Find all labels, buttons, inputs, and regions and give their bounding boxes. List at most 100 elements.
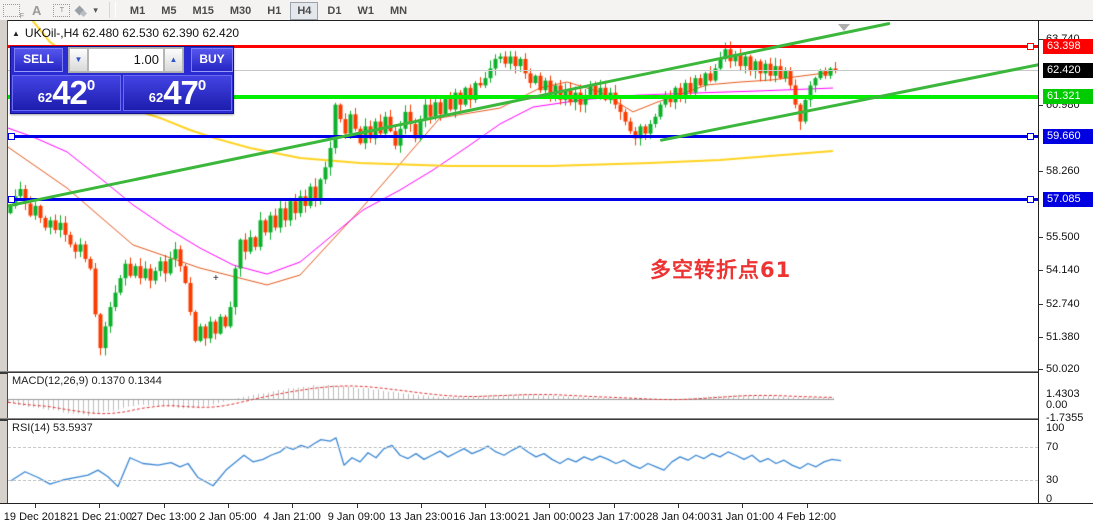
time-label: 16 Jan 13:00 [453, 511, 517, 523]
one-click-trading-panel: SELL ▼ 1.00 ▲ BUY 62 42 0 62 47 0 [10, 46, 234, 114]
rsi-level-70 [8, 447, 1038, 448]
ask-superscript: 0 [197, 77, 207, 94]
time-label: 13 Jan 23:00 [388, 511, 453, 523]
bid-superscript: 0 [86, 77, 96, 94]
volume-increase-button[interactable]: ▲ [163, 48, 183, 72]
macd-panel[interactable]: MACD(12,26,9) 0.1370 0.1344 [8, 373, 1038, 418]
crosshair-f-icon[interactable]: F [3, 1, 24, 20]
bid-prefix: 62 [37, 90, 53, 105]
rsi-axis-label: 0 [1046, 493, 1053, 505]
line-anchor-right[interactable] [1027, 43, 1034, 51]
volume-stepper: ▼ 1.00 ▲ [67, 47, 184, 73]
rsi-axis-label: 70 [1046, 441, 1059, 453]
price-badge-62.420: 62.420 [1043, 62, 1093, 78]
toolbar: F A T ▾ M1 M5 M15 M30 H1 H4 D1 W1 MN [0, 0, 1093, 21]
timeframe-button-m15[interactable]: M15 [192, 5, 214, 17]
time-label: 23 Jan 17:00 [581, 511, 646, 523]
panel-divider[interactable] [0, 418, 1038, 421]
price-tick-label: 50.020 [1046, 363, 1080, 376]
time-tick [163, 504, 165, 508]
time-tick [485, 504, 487, 508]
timeframe-button-m1[interactable]: M1 [129, 5, 146, 17]
timeframe-button-w1[interactable]: W1 [357, 5, 374, 17]
line-anchor-left[interactable] [8, 195, 15, 203]
time-axis[interactable]: 19 Dec 2018 21 Dec 21:00 27 Dec 13:00 2 Jan… [0, 503, 1093, 529]
price-chart-panel[interactable]: ▲ UKOil-,H4 62.480 62.530 62.390 62.420 多… [8, 21, 1038, 371]
text-label-icon[interactable]: T [53, 1, 71, 19]
time-tick [613, 504, 615, 508]
price-tick [1039, 303, 1043, 305]
chart-border [0, 20, 1093, 21]
panel-divider[interactable] [0, 371, 1038, 374]
time-tick [678, 504, 679, 508]
toolbar-separator [108, 2, 116, 18]
time-tick [292, 504, 294, 508]
line-anchor-right[interactable] [1027, 195, 1034, 203]
price-tick [1039, 270, 1043, 271]
horizontal-line-62.42[interactable] [8, 69, 1038, 71]
time-tick [806, 504, 808, 508]
price-tick [1039, 369, 1043, 371]
timeframe-button-m5[interactable]: M5 [161, 5, 177, 17]
rsi-panel[interactable]: RSI(14) 53.5937 [8, 420, 1038, 503]
text-a-icon[interactable]: A [32, 2, 42, 18]
horizontal-line-57.085[interactable] [8, 197, 1038, 201]
arrow-tools-icon[interactable] [74, 1, 88, 19]
timeframe-button-h1[interactable]: H1 [267, 5, 282, 17]
text-annotation[interactable]: 多空转折点61 [650, 258, 792, 282]
buy-button[interactable]: BUY [190, 48, 233, 72]
bid-price-button[interactable]: 62 42 0 [12, 75, 121, 111]
bid-big-digits: 42 [52, 74, 88, 111]
price-tick [1039, 237, 1043, 239]
volume-input[interactable]: 1.00 [87, 48, 164, 72]
rsi-canvas[interactable] [8, 420, 1038, 503]
rsi-level-30 [8, 480, 1038, 481]
price-tick-label: 54.140 [1046, 264, 1080, 276]
time-tick [356, 504, 358, 508]
horizontal-line-63.398[interactable] [8, 45, 1038, 49]
chart-shift-marker-icon[interactable] [838, 24, 850, 31]
price-badge-63.398: 63.398 [1043, 39, 1093, 55]
price-tick [1039, 105, 1043, 107]
time-tick [420, 504, 422, 508]
price-axis[interactable]: 63.74060.98058.26055.50054.14052.74051.3… [1038, 21, 1093, 505]
object-anchor-cross: + [213, 273, 219, 284]
timeframe-button-mn[interactable]: MN [389, 5, 408, 17]
ask-price-button[interactable]: 62 47 0 [123, 75, 232, 111]
time-tick [742, 504, 744, 508]
time-label: 4 Feb 12:00 [777, 511, 836, 523]
ask-prefix: 62 [148, 90, 164, 105]
rsi-label: RSI(14) 53.5937 [12, 422, 93, 434]
chart-title: ▲ UKOil-,H4 62.480 62.530 62.390 62.420 [12, 26, 240, 40]
macd-axis-label: -1.7355 [1046, 412, 1084, 424]
sell-button[interactable]: SELL [14, 48, 63, 72]
timeframe-button-m30[interactable]: M30 [229, 5, 252, 17]
timeframe-button-d1[interactable]: D1 [327, 5, 342, 17]
line-anchor-right[interactable] [1027, 133, 1034, 141]
panel-collapse-icon[interactable]: ▲ [12, 29, 20, 38]
price-tick-label: 58.260 [1046, 164, 1080, 177]
rsi-axis-label: 30 [1046, 474, 1059, 486]
time-label: 21 Dec 21:00 [66, 511, 133, 523]
price-tick-label: 55.500 [1046, 231, 1080, 244]
ask-big-digits: 47 [163, 74, 199, 111]
price-tick [1039, 336, 1043, 338]
time-tick [99, 504, 101, 508]
macd-label: MACD(12,26,9) 0.1370 0.1344 [12, 375, 162, 387]
dropdown-caret-icon[interactable]: ▾ [93, 4, 98, 15]
line-anchor-left[interactable] [8, 133, 15, 141]
macd-canvas[interactable] [8, 373, 1038, 418]
price-badge-59.660: 59.660 [1043, 129, 1093, 145]
price-tick [1039, 38, 1043, 40]
price-tick-label: 52.740 [1046, 297, 1080, 310]
macd-axis-label: 1.4303 [1046, 388, 1080, 400]
time-label: 4 Jan 21:00 [263, 511, 321, 523]
volume-decrease-button[interactable]: ▼ [68, 48, 88, 72]
time-label: 9 Jan 09:00 [327, 511, 386, 523]
window-left-edge [0, 20, 8, 529]
timeframe-button-h4[interactable]: H4 [290, 2, 319, 20]
time-label: 2 Jan 05:00 [199, 511, 257, 523]
horizontal-line-59.66[interactable] [8, 135, 1038, 139]
price-badge-57.085: 57.085 [1043, 191, 1093, 207]
